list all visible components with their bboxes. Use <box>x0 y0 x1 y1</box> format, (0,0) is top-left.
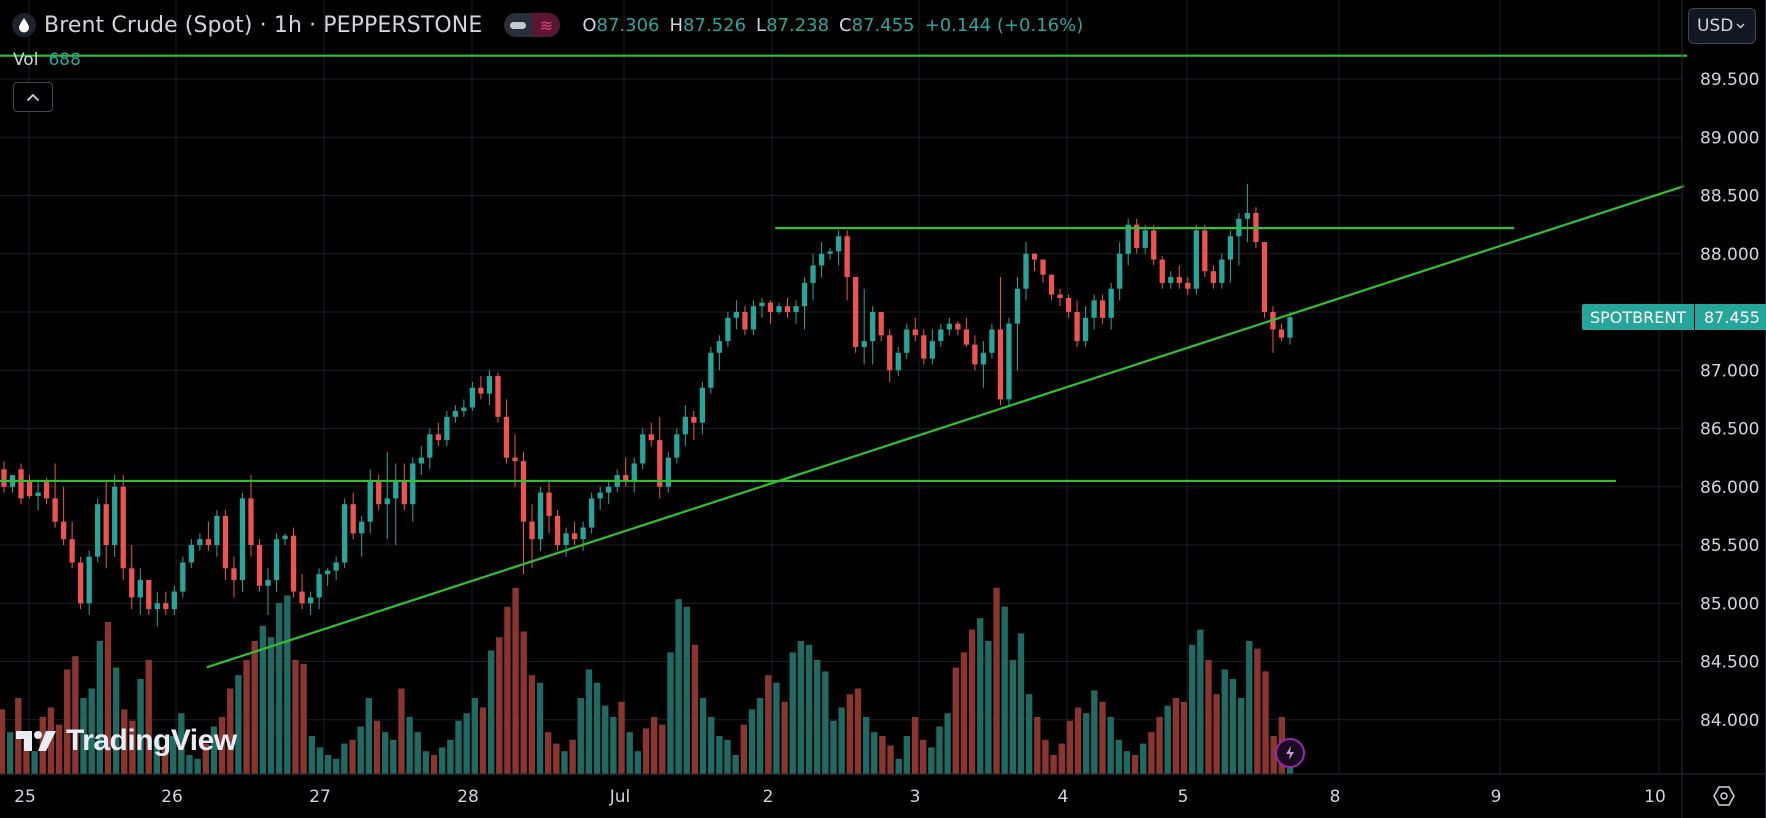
price-tick: 86.000 <box>1700 478 1759 498</box>
price-tag-value: 87.455 <box>1695 304 1766 331</box>
oil-drop-icon <box>12 13 36 37</box>
open-value: 87.306 <box>596 14 660 36</box>
currency-value: USD <box>1697 16 1734 36</box>
time-tick: 5 <box>1178 787 1189 807</box>
time-tick: 3 <box>910 787 921 807</box>
time-tick: 8 <box>1330 787 1341 807</box>
time-tick: 9 <box>1491 787 1502 807</box>
price-tick: 84.500 <box>1700 653 1759 673</box>
price-tick: 86.500 <box>1700 420 1759 440</box>
time-tick: 26 <box>161 787 183 807</box>
visibility-toggle[interactable]: ≋ <box>504 13 561 37</box>
chevron-up-icon <box>26 93 40 101</box>
time-tick: 28 <box>457 787 479 807</box>
wave-icon[interactable]: ≋ <box>532 13 561 37</box>
volume-legend: Vol 688 <box>13 50 81 70</box>
events-button[interactable] <box>1275 738 1305 768</box>
time-tick: 10 <box>1644 787 1666 807</box>
time-tick: 2 <box>763 787 774 807</box>
high-label: H <box>669 14 684 36</box>
price-tick: 89.000 <box>1700 128 1759 148</box>
price-tick: 89.500 <box>1700 70 1759 90</box>
last-price-tag: SPOTBRENT 87.455 <box>1582 304 1766 331</box>
close-value: 87.455 <box>851 14 915 36</box>
price-tick: 88.000 <box>1700 245 1759 265</box>
price-tick: 85.500 <box>1700 536 1759 556</box>
time-axis[interactable]: 25 26 27 28 Jul 2 3 4 5 8 9 10 <box>14 787 1666 807</box>
symbol-legend: Brent Crude (Spot) · 1h · PEPPERSTONE ≋ … <box>12 10 1083 40</box>
settings-hexagon-icon <box>1713 786 1735 806</box>
time-tick: Jul <box>609 787 631 807</box>
volume-value: 688 <box>48 50 81 70</box>
watermark-text: TradingView <box>66 724 237 757</box>
lightning-icon <box>1286 746 1294 760</box>
price-axis[interactable]: 89.50089.00088.50088.00087.50087.00086.5… <box>1700 70 1759 731</box>
trendline-drawing[interactable] <box>206 185 1685 669</box>
close-label: C <box>839 14 852 36</box>
volume-bars <box>0 587 1294 774</box>
price-tag-symbol: SPOTBRENT <box>1582 304 1694 331</box>
price-tick: 88.500 <box>1700 187 1759 207</box>
low-label: L <box>756 14 767 36</box>
tradingview-logo-icon <box>16 731 56 751</box>
candlesticks <box>1 183 1293 627</box>
ohlc-values: O87.306 H87.526 L87.238 C87.455 +0.144 (… <box>582 15 1083 36</box>
collapse-legend-button[interactable] <box>13 82 53 112</box>
time-tick: 27 <box>309 787 331 807</box>
currency-selector[interactable]: USD <box>1688 8 1756 44</box>
open-label: O <box>582 14 597 36</box>
change-value: +0.144 (+0.16%) <box>924 14 1084 36</box>
price-tick: 87.000 <box>1700 361 1759 381</box>
high-value: 87.526 <box>683 14 747 36</box>
tradingview-watermark[interactable]: TradingView <box>16 724 237 758</box>
low-value: 87.238 <box>766 14 830 36</box>
price-tick: 84.000 <box>1700 711 1759 731</box>
trend-drawings[interactable] <box>0 54 1688 669</box>
volume-label: Vol <box>13 50 39 70</box>
chart-settings-button[interactable] <box>1710 782 1738 810</box>
price-tick: 85.000 <box>1700 594 1759 614</box>
symbol-title[interactable]: Brent Crude (Spot) · 1h · PEPPERSTONE <box>44 12 483 38</box>
chevron-down-icon <box>1736 23 1745 29</box>
time-tick: 4 <box>1058 787 1069 807</box>
time-tick: 25 <box>14 787 36 807</box>
minus-icon[interactable] <box>504 13 532 37</box>
